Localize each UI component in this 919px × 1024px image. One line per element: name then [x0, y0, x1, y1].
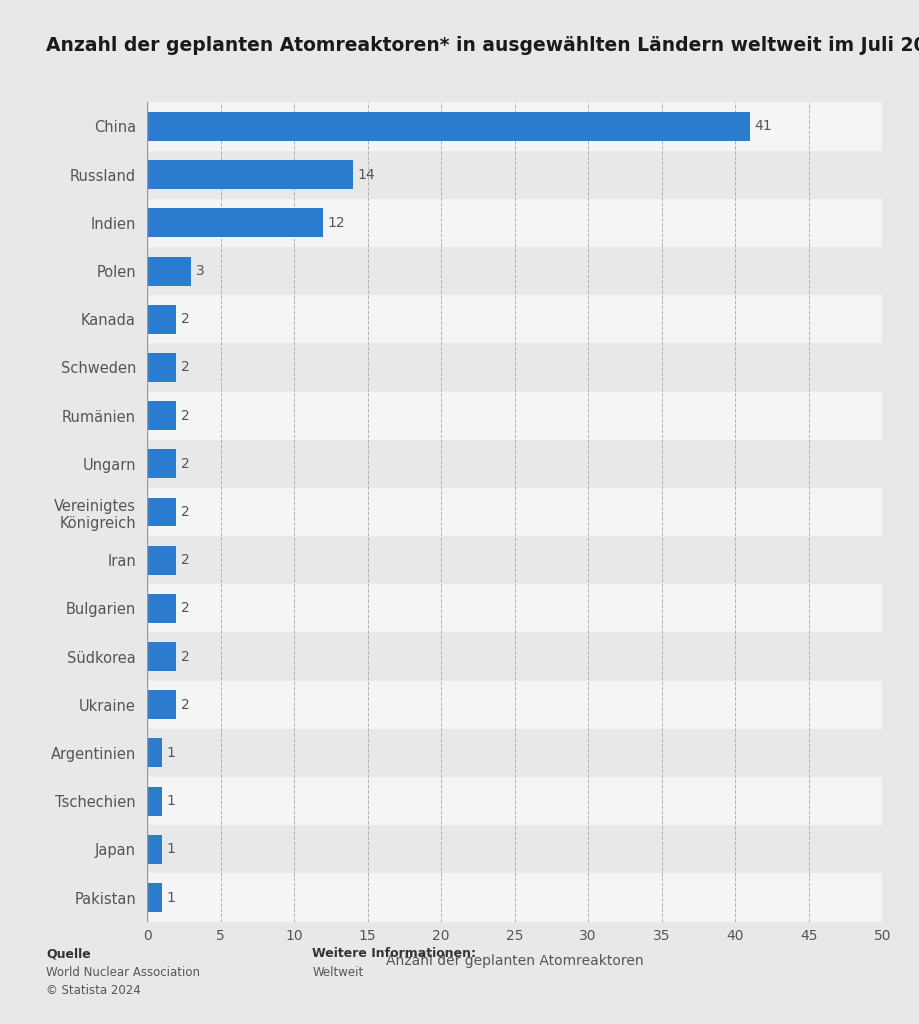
- Bar: [147, 439, 882, 487]
- Bar: [147, 209, 323, 238]
- Text: 2: 2: [181, 409, 189, 423]
- Text: 2: 2: [181, 601, 189, 615]
- Bar: [147, 633, 882, 681]
- Bar: [147, 112, 750, 141]
- Text: 14: 14: [357, 168, 375, 181]
- Bar: [147, 498, 176, 526]
- Bar: [147, 305, 176, 334]
- Bar: [147, 343, 882, 391]
- Bar: [147, 729, 882, 777]
- Text: Anzahl der geplanten Atomreaktoren* in ausgewählten Ländern weltweit im Juli 202: Anzahl der geplanten Atomreaktoren* in a…: [46, 36, 919, 55]
- Bar: [147, 835, 162, 864]
- X-axis label: Anzahl der geplanten Atomreaktoren: Anzahl der geplanten Atomreaktoren: [386, 953, 643, 968]
- Text: 2: 2: [181, 457, 189, 471]
- Bar: [147, 199, 882, 247]
- Bar: [147, 873, 882, 922]
- Bar: [147, 160, 353, 189]
- Bar: [147, 537, 882, 585]
- Bar: [147, 401, 176, 430]
- Text: 2: 2: [181, 697, 189, 712]
- Bar: [147, 353, 176, 382]
- Bar: [147, 391, 882, 439]
- Bar: [147, 777, 882, 825]
- Bar: [147, 151, 882, 199]
- Bar: [147, 487, 882, 537]
- Bar: [147, 247, 882, 295]
- Text: Quelle: Quelle: [46, 947, 91, 961]
- Bar: [147, 594, 176, 623]
- Bar: [147, 585, 882, 633]
- Bar: [147, 690, 176, 719]
- Text: 1: 1: [166, 891, 175, 904]
- Bar: [147, 102, 882, 151]
- Text: 12: 12: [328, 216, 346, 229]
- Bar: [147, 883, 162, 912]
- Text: 2: 2: [181, 312, 189, 327]
- Text: 1: 1: [166, 843, 175, 856]
- Text: Weitere Informationen:: Weitere Informationen:: [312, 947, 476, 961]
- Bar: [147, 825, 882, 873]
- Text: 2: 2: [181, 505, 189, 519]
- Text: 3: 3: [196, 264, 204, 279]
- Text: 1: 1: [166, 795, 175, 808]
- Text: 2: 2: [181, 360, 189, 375]
- Bar: [147, 257, 191, 286]
- Text: 2: 2: [181, 553, 189, 567]
- Bar: [147, 681, 882, 729]
- Text: 1: 1: [166, 745, 175, 760]
- Bar: [147, 642, 176, 671]
- Text: World Nuclear Association
© Statista 2024: World Nuclear Association © Statista 202…: [46, 966, 200, 996]
- Bar: [147, 546, 176, 574]
- Text: Weltweit: Weltweit: [312, 966, 364, 979]
- Bar: [147, 450, 176, 478]
- Text: 41: 41: [754, 120, 772, 133]
- Bar: [147, 786, 162, 815]
- Text: 2: 2: [181, 649, 189, 664]
- Bar: [147, 738, 162, 767]
- Bar: [147, 295, 882, 343]
